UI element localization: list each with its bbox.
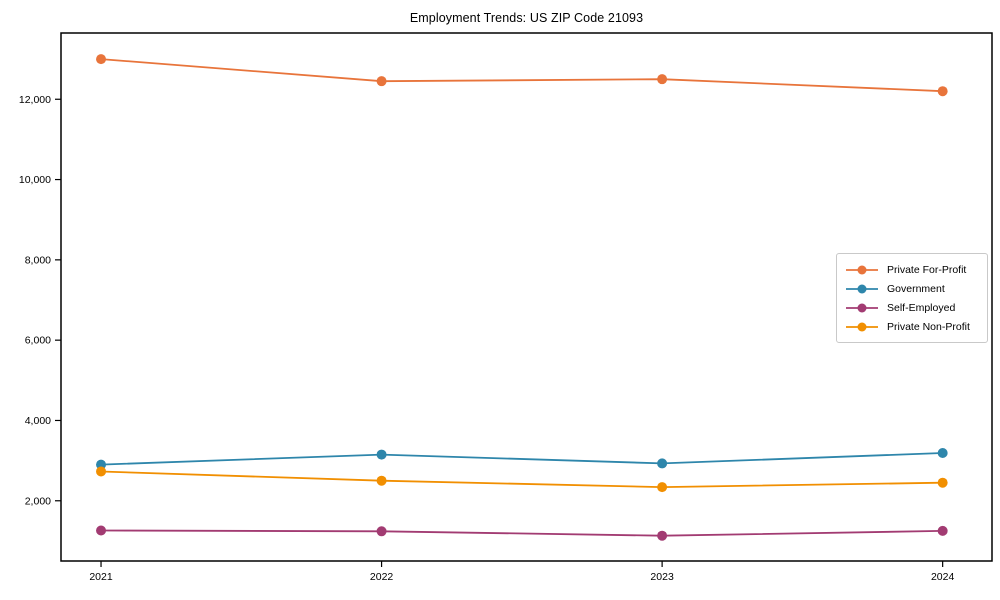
legend-marker-icon <box>846 284 878 293</box>
plot-border <box>60 32 993 562</box>
y-tick-label: 6,000 <box>25 335 51 347</box>
legend-label: Private Non-Profit <box>887 320 970 333</box>
data-point-marker <box>376 449 387 460</box>
legend: Private For-Profit Government Self-Employe… <box>836 253 988 343</box>
legend-label: Government <box>887 282 945 295</box>
x-tick-label: 2021 <box>89 571 113 583</box>
legend-marker-icon <box>846 265 878 274</box>
x-tick-label: 2024 <box>931 571 955 583</box>
y-tick-label: 2,000 <box>25 495 51 507</box>
legend-marker-icon <box>846 303 878 312</box>
y-tick-label: 10,000 <box>19 174 51 186</box>
data-point-marker <box>937 525 948 536</box>
data-point-marker <box>657 530 668 541</box>
chart-title: Employment Trends: US ZIP Code 21093 <box>409 11 644 25</box>
data-point-marker <box>376 76 387 87</box>
data-point-marker <box>937 86 948 97</box>
series-line <box>100 452 943 466</box>
legend-item: Private For-Profit <box>845 260 979 279</box>
data-point-marker <box>937 477 948 488</box>
legend-label: Self-Employed <box>887 301 956 314</box>
series-line <box>100 470 943 489</box>
series-line <box>100 58 943 93</box>
legend-item: Self-Employed <box>845 298 979 317</box>
y-tick-label: 4,000 <box>25 415 51 427</box>
legend-label: Private For-Profit <box>887 263 967 276</box>
data-point-marker <box>937 447 948 458</box>
data-point-marker <box>657 74 668 85</box>
legend-item: Private Non-Profit <box>845 317 979 336</box>
data-point-marker <box>376 475 387 486</box>
y-tick-label: 8,000 <box>25 254 51 266</box>
data-point-marker <box>96 466 107 477</box>
data-point-marker <box>96 54 107 65</box>
data-point-marker <box>657 458 668 469</box>
x-tick-label: 2022 <box>370 571 394 583</box>
data-point-marker <box>376 526 387 537</box>
legend-item: Government <box>845 279 979 298</box>
x-tick-label: 2023 <box>650 571 674 583</box>
legend-marker-icon <box>846 322 878 331</box>
y-tick-label: 12,000 <box>19 94 51 106</box>
data-point-marker <box>657 482 668 493</box>
data-point-marker <box>96 525 107 536</box>
series-line <box>100 529 943 537</box>
